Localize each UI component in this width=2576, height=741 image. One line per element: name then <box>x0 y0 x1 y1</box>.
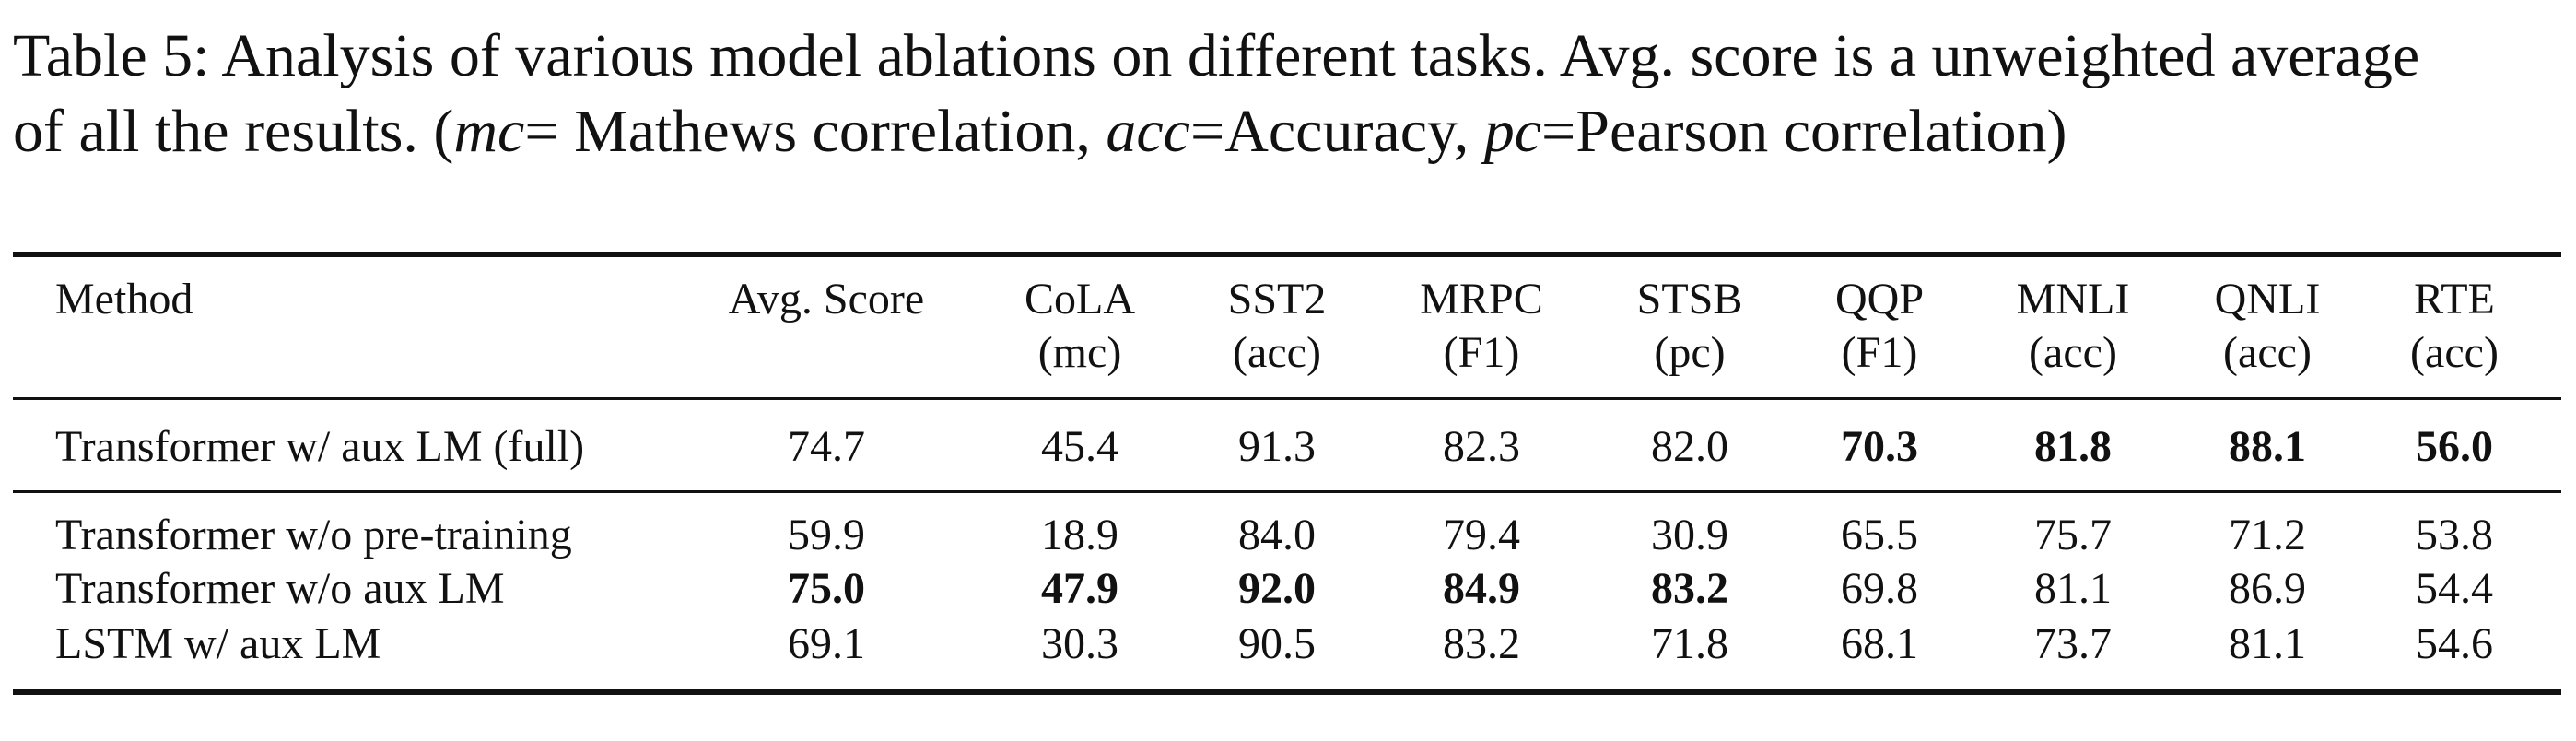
table-cell-value: 83.2 <box>1651 564 1728 613</box>
table-cell-value: 81.8 <box>2034 422 2112 471</box>
table-cell-value: 90.5 <box>1238 619 1316 668</box>
table-cell-value: 82.0 <box>1651 422 1728 471</box>
table-cell-value: 56.0 <box>2416 422 2493 471</box>
table-cell-value: 54.4 <box>2416 564 2493 613</box>
header-divider-rule <box>13 397 2561 400</box>
table-cell-value: 18.9 <box>1041 511 1118 559</box>
table-cell-value: 69.8 <box>1841 564 1918 613</box>
row-method-label: Transformer w/ aux LM (full) <box>55 422 585 471</box>
caption-text: = Mathews correlation, <box>524 98 1107 165</box>
row-method-label: LSTM w/ aux LM <box>55 619 381 668</box>
caption-abbr-mc: mc <box>453 98 525 165</box>
caption-text: of all the results. ( <box>13 98 454 165</box>
table-cell-value: 82.3 <box>1443 422 1520 471</box>
column-header: Avg. Score <box>729 273 924 326</box>
column-header-name: STSB <box>1636 275 1743 323</box>
column-header: MNLI (acc) <box>2017 273 2130 380</box>
table-cell-value: 81.1 <box>2229 619 2306 668</box>
column-header-metric: (mc) <box>1037 328 1122 377</box>
caption-line-1: Table 5: Analysis of various model ablat… <box>13 22 2420 89</box>
caption-abbr-acc: acc <box>1106 98 1190 165</box>
row-method-label: Transformer w/o aux LM <box>55 564 505 613</box>
table-cell-value: 73.7 <box>2034 619 2112 668</box>
column-header-name: QQP <box>1834 275 1925 323</box>
column-header-metric: (pc) <box>1654 328 1726 377</box>
table-cell-value: 75.0 <box>788 564 865 613</box>
table-cell-value: 47.9 <box>1041 564 1118 613</box>
column-header: SST2 (acc) <box>1228 273 1327 380</box>
column-header-metric: (acc) <box>2223 328 2312 377</box>
table-cell-value: 86.9 <box>2229 564 2306 613</box>
column-header-method: Method <box>55 275 193 323</box>
table-cell-value: 91.3 <box>1238 422 1316 471</box>
column-header-metric: (acc) <box>2029 328 2117 377</box>
column-header-name: SST2 <box>1227 275 1327 323</box>
caption-line-2: of all the results. (mc= Mathews correla… <box>13 94 2567 170</box>
table-cell-value: 59.9 <box>788 511 865 559</box>
table-top-rule <box>13 252 2561 257</box>
column-header-name: CoLA <box>1025 275 1135 323</box>
table-cell-value: 70.3 <box>1841 422 1918 471</box>
column-header-name: Avg. Score <box>728 275 925 323</box>
table-cell-value: 65.5 <box>1841 511 1918 559</box>
table-cell-value: 81.1 <box>2034 564 2112 613</box>
column-header: QNLI (acc) <box>2215 273 2321 380</box>
caption-abbr-pc: pc <box>1483 98 1542 165</box>
column-header: QQP (F1) <box>1835 273 1924 380</box>
caption-text: =Pearson correlation) <box>1541 98 2067 165</box>
table-cell-value: 83.2 <box>1443 619 1520 668</box>
table-cell-value: 75.7 <box>2034 511 2112 559</box>
table-cell-value: 74.7 <box>788 422 865 471</box>
column-header-name: MNLI <box>2016 275 2130 323</box>
column-header-metric: (F1) <box>1841 328 1918 377</box>
group-divider-rule <box>13 490 2561 493</box>
table-bottom-rule <box>13 689 2561 695</box>
column-header: CoLA (mc) <box>1025 273 1135 380</box>
table-cell-value: 30.9 <box>1651 511 1728 559</box>
table-cell-value: 92.0 <box>1238 564 1316 613</box>
table-cell-value: 88.1 <box>2229 422 2306 471</box>
caption-text: =Accuracy, <box>1189 98 1484 165</box>
column-header-name: QNLI <box>2214 275 2321 323</box>
table-cell-value: 84.9 <box>1443 564 1520 613</box>
row-method-label: Transformer w/o pre-training <box>55 511 572 559</box>
table-cell-value: 68.1 <box>1841 619 1918 668</box>
column-header-name: MRPC <box>1420 275 1543 323</box>
table-cell-value: 79.4 <box>1443 511 1520 559</box>
table-cell-value: 54.6 <box>2416 619 2493 668</box>
column-header-metric: (F1) <box>1443 328 1520 377</box>
column-header: RTE (acc) <box>2410 273 2499 380</box>
column-header-metric: (acc) <box>1233 328 1321 377</box>
column-header: MRPC (F1) <box>1420 273 1542 380</box>
table-cell-value: 71.8 <box>1651 619 1728 668</box>
table-cell-value: 53.8 <box>2416 511 2493 559</box>
column-header-name: RTE <box>2414 275 2495 323</box>
table-cell-value: 84.0 <box>1238 511 1316 559</box>
column-header-metric: (acc) <box>2410 328 2499 377</box>
table-cell-value: 30.3 <box>1041 619 1118 668</box>
table-cell-value: 71.2 <box>2229 511 2306 559</box>
table-cell-value: 69.1 <box>788 619 865 668</box>
table-cell-value: 45.4 <box>1041 422 1118 471</box>
column-header: STSB (pc) <box>1637 273 1743 380</box>
table-caption: Table 5: Analysis of various model ablat… <box>13 18 2567 170</box>
